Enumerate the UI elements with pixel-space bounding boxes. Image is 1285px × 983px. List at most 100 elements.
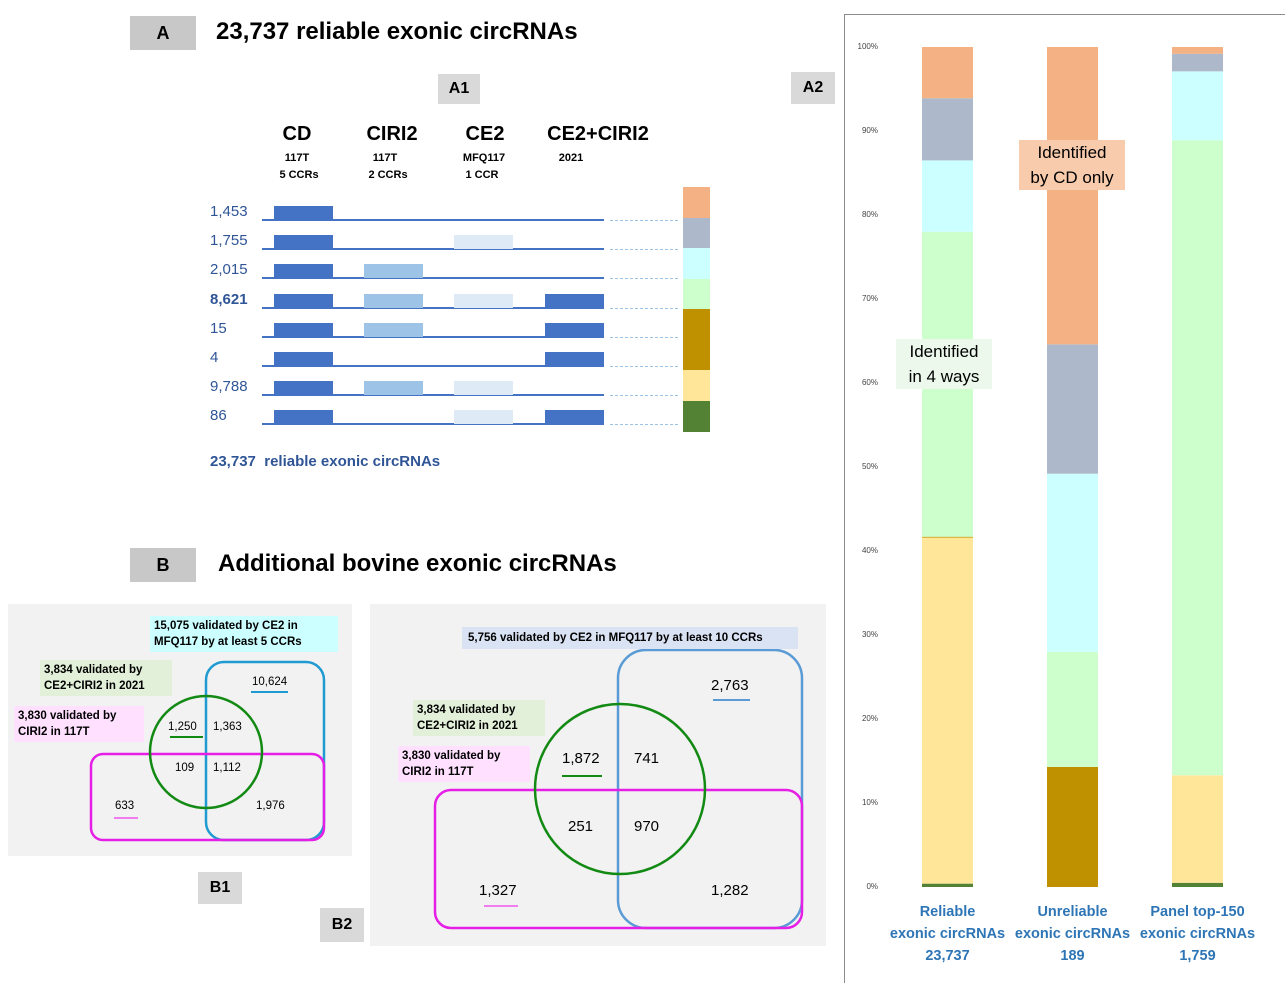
a2-annotation: Identified by CD only [1019, 140, 1125, 190]
a1-row-line [262, 219, 604, 221]
a1-label: A1 [438, 74, 480, 104]
a1-row-line [262, 394, 604, 397]
a1-row-segment-ce2 [454, 381, 513, 396]
a2-y-tick-label: 50% [861, 462, 878, 471]
a1-row-segment-cd [274, 206, 333, 220]
a1-row-count: 15 [210, 319, 227, 337]
b1-blue-rect [204, 660, 326, 842]
a1-row-swatch [683, 278, 710, 310]
a2-y-tick-label: 40% [861, 546, 878, 555]
b2-pink-tag: 3,830 validated by CIRI2 in 117T [398, 746, 530, 782]
a2-x-category-label: Unreliable exonic circRNAs 189 [998, 901, 1148, 967]
a1-row-segment-cd [274, 410, 333, 425]
a1-row-line [262, 335, 604, 338]
a1-row-swatch [683, 339, 710, 371]
a1-row-swatch [683, 217, 710, 249]
a2-y-tick-label: 10% [861, 798, 878, 807]
a1-total-label: reliable exonic circRNAs [264, 453, 441, 470]
a1-row-count: 1,453 [210, 203, 248, 220]
a1-row-count: 9,788 [210, 378, 248, 396]
b2-green-circle [533, 702, 707, 876]
b2-n-pink-only: 1,327 [479, 882, 517, 899]
a2-annotation-line: in 4 ways [908, 367, 980, 386]
b1-green-circle [148, 694, 264, 810]
section-a-title: 23,737 reliable exonic circRNAs [216, 18, 578, 45]
col-sub-cd-2: 5 CCRs [279, 169, 319, 181]
b2-pink-rect [433, 788, 804, 930]
b1-n-green-blue: 1,363 [213, 721, 242, 733]
a2-x-category-line: 23,737 [925, 948, 970, 964]
a1-total: 23,737 reliable exonic circRNAs [210, 453, 440, 470]
a1-row-dash [610, 249, 678, 251]
a1-row-segment-cd [274, 352, 333, 366]
b1-pink-rect [89, 752, 326, 842]
b1-venn [89, 660, 326, 842]
b1-n-pink-blue: 1,976 [256, 800, 285, 812]
a2-y-tick-label: 90% [861, 126, 878, 135]
a2-bar-segment [922, 98, 973, 161]
a2-y-tick-label: 60% [861, 378, 878, 387]
a1-row-segment-ce2 [454, 235, 513, 250]
section-b-title: Additional bovine exonic circRNAs [218, 550, 617, 577]
a2-bar-segment [1047, 766, 1098, 887]
a2-y-tick-label: 20% [861, 714, 878, 723]
a1-row-swatch [683, 248, 710, 279]
b2-n-green-only: 1,872 [562, 750, 600, 767]
a1-row-segment-cd [274, 381, 333, 396]
a2-bar-segment [1047, 473, 1098, 652]
a1-row-line [262, 365, 604, 367]
a2-annotation-line: Identified [1037, 143, 1107, 162]
b1-ce2-tag: 15,075 validated by CE2 in MFQ117 by at … [150, 616, 338, 652]
a2-bar-segment [1172, 53, 1223, 72]
b2-n-blue-only: 2,763 [711, 677, 749, 694]
a1-row-swatch [683, 370, 710, 401]
a1-row-segment-ciri2 [364, 293, 423, 308]
col-sub-cd-1: 117T [284, 152, 310, 164]
a2-x-category-label: Panel top-150 exonic circRNAs 1,759 [1123, 901, 1273, 967]
a1-row-segment-cd [274, 235, 333, 250]
a2-bar-segment [922, 537, 973, 884]
a1-row-dash [610, 307, 678, 309]
col-head-ce2ciri2: CE2+CIRI2 [547, 123, 649, 145]
b2-green-tag: 3,834 validated by CE2+CIRI2 in 2021 [413, 700, 545, 736]
a1-row-segment-ce2ciri2 [545, 293, 604, 308]
a1-row-segment-ciri2 [364, 381, 423, 396]
b1-green-tag: 3,834 validated by CE2+CIRI2 in 2021 [40, 660, 172, 696]
a2-x-category-line: 189 [1060, 948, 1085, 964]
a2-x-category-line: 1,759 [1179, 948, 1216, 964]
a2-bar-segment [1172, 47, 1223, 54]
a1-row-segment-cd [274, 322, 333, 337]
a1-row-segment-ce2 [454, 410, 513, 425]
a1-row-dash [610, 395, 678, 397]
a2-bar-segment [922, 47, 973, 99]
a1-row-line [262, 423, 604, 426]
a2-y-tick-label: 30% [861, 630, 878, 639]
a1-total-number: 23,737 [210, 453, 256, 470]
a2-annotation-line: by CD only [1030, 168, 1114, 187]
b2-n-green-pink: 251 [568, 818, 594, 835]
section-b-label: B [130, 548, 196, 582]
a2-y-tick-label: 70% [861, 294, 878, 303]
col-sub-ciri2-2: 2 CCRs [368, 169, 408, 181]
a2-y-tick-label: 0% [866, 882, 878, 891]
a2-bar-segment [1172, 775, 1223, 883]
b2-n-green-blue: 741 [634, 750, 660, 767]
a2-bar-segment [1172, 71, 1223, 141]
a2-x-category-line: exonic circRNAs [889, 926, 1006, 942]
col-sub-ce2ciri2-1: 2021 [558, 152, 584, 164]
a2-x-category-line: Panel top-150 [1150, 904, 1245, 920]
a1-row-segment-ce2ciri2 [545, 352, 604, 366]
b2-label: B2 [320, 908, 364, 942]
a1-row-dash [610, 336, 678, 338]
col-sub-ce2-1: MFQ117 [462, 152, 506, 164]
a1-row-count: 2,015 [210, 261, 248, 279]
a1-row-segment-ce2ciri2 [545, 410, 604, 425]
a2-y-tick-label: 100% [857, 42, 878, 51]
b2-venn [433, 648, 804, 930]
a1-row-line [262, 277, 604, 280]
a1-row-dash [610, 220, 678, 221]
a2-bar-segment [1047, 47, 1098, 345]
b1-label: B1 [198, 872, 242, 904]
a1-row-segment-ce2 [454, 293, 513, 308]
a1-row-line [262, 248, 604, 251]
